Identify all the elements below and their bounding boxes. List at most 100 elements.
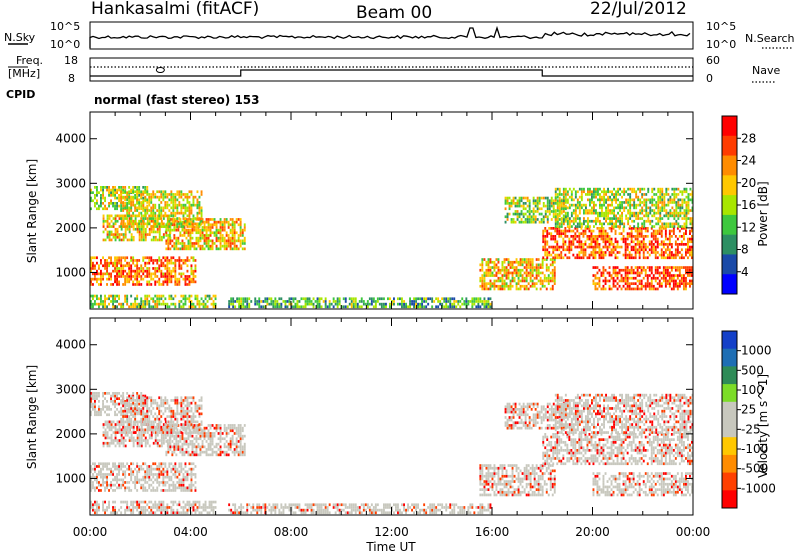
heat-cell bbox=[112, 400, 114, 403]
heat-cell bbox=[173, 429, 176, 433]
heat-cell bbox=[661, 201, 664, 204]
heat-cell bbox=[654, 237, 657, 241]
heat-cell bbox=[110, 441, 113, 445]
heat-cell bbox=[447, 300, 450, 303]
heat-cell bbox=[594, 256, 597, 260]
heat-cell bbox=[556, 195, 559, 199]
heat-cell bbox=[189, 242, 192, 245]
heat-cell bbox=[170, 256, 173, 260]
heat-cell bbox=[518, 199, 521, 203]
heat-cell bbox=[197, 239, 200, 243]
heat-cell bbox=[170, 280, 173, 284]
heat-cell bbox=[556, 245, 559, 249]
heat-cell bbox=[360, 297, 363, 301]
heat-cell bbox=[435, 297, 438, 301]
heat-cell bbox=[178, 222, 181, 226]
heat-cell bbox=[680, 266, 683, 269]
heat-cell bbox=[656, 245, 659, 249]
heat-cell bbox=[205, 226, 208, 229]
heat-cell bbox=[691, 198, 694, 202]
heat-cell bbox=[94, 194, 96, 197]
heat-cell bbox=[154, 294, 157, 298]
heat-cell bbox=[150, 206, 153, 210]
heat-cell bbox=[177, 220, 180, 224]
heat-cell bbox=[126, 195, 129, 199]
heat-cell bbox=[570, 190, 573, 194]
heat-cell bbox=[118, 186, 120, 189]
heat-cell bbox=[138, 402, 141, 406]
heat-cell bbox=[197, 244, 200, 248]
heat-cell bbox=[485, 282, 488, 285]
heat-cell bbox=[175, 223, 178, 227]
heat-cell bbox=[358, 300, 361, 303]
heat-cell bbox=[673, 217, 676, 220]
heat-cell bbox=[248, 302, 251, 306]
heat-cell bbox=[219, 218, 222, 221]
heat-cell bbox=[680, 227, 683, 230]
heat-cell bbox=[243, 236, 246, 240]
heat-cell bbox=[120, 238, 123, 242]
heat-cell bbox=[110, 394, 112, 398]
heat-cell bbox=[477, 305, 480, 309]
heat-cell bbox=[114, 465, 116, 468]
heat-cell bbox=[134, 277, 137, 281]
heat-cell bbox=[634, 251, 637, 254]
heat-cell bbox=[580, 248, 583, 252]
heat-cell bbox=[98, 483, 100, 487]
heat-cell bbox=[640, 240, 643, 244]
heat-cell bbox=[630, 287, 633, 291]
heat-cell bbox=[217, 220, 220, 224]
heat-cell bbox=[600, 235, 603, 238]
heat-cell bbox=[90, 280, 92, 284]
heat-cell bbox=[156, 486, 159, 490]
heat-cell bbox=[110, 214, 113, 218]
heat-cell bbox=[675, 201, 678, 204]
heat-cell bbox=[552, 256, 555, 260]
heat-cell bbox=[534, 199, 537, 203]
heat-cell bbox=[553, 276, 556, 280]
heat-cell bbox=[108, 294, 110, 298]
heat-cell bbox=[148, 227, 151, 231]
heat-cell bbox=[238, 297, 241, 301]
heat-cell bbox=[521, 268, 524, 272]
heat-cell bbox=[542, 232, 545, 235]
heat-cell bbox=[516, 204, 519, 208]
heat-cell bbox=[666, 237, 669, 241]
heat-cell bbox=[116, 227, 119, 231]
heat-cell bbox=[204, 305, 207, 309]
heat-cell bbox=[519, 263, 522, 267]
heat-cell bbox=[124, 439, 127, 442]
heat-cell bbox=[167, 429, 170, 433]
heat-cell bbox=[624, 274, 627, 277]
heat-cell bbox=[516, 212, 519, 216]
heat-cell bbox=[509, 263, 512, 267]
heat-cell bbox=[562, 195, 565, 199]
heat-cell bbox=[100, 280, 102, 284]
heat-cell bbox=[114, 475, 116, 479]
heat-cell bbox=[634, 256, 637, 260]
heat-cell bbox=[188, 217, 191, 220]
heat-cell bbox=[160, 201, 163, 204]
heat-cell bbox=[170, 222, 173, 226]
heat-cell bbox=[650, 245, 653, 249]
heat-cell bbox=[660, 276, 663, 280]
heat-cell bbox=[188, 219, 191, 223]
heat-cell bbox=[471, 305, 474, 309]
heat-cell bbox=[511, 260, 514, 264]
cpid-label: CPID bbox=[6, 88, 35, 101]
heat-cell bbox=[217, 236, 220, 240]
heat-cell bbox=[437, 300, 440, 303]
heat-cell bbox=[655, 211, 658, 215]
heat-cell bbox=[98, 392, 100, 395]
heat-cell bbox=[582, 232, 585, 235]
heat-cell bbox=[334, 300, 337, 303]
heat-cell bbox=[619, 187, 621, 191]
heat-cell bbox=[140, 302, 143, 306]
heat-cell bbox=[104, 397, 106, 400]
heat-cell bbox=[90, 467, 92, 471]
heat-cell bbox=[144, 305, 147, 309]
heat-cell bbox=[128, 219, 131, 223]
heat-cell bbox=[188, 305, 191, 309]
heat-cell bbox=[615, 190, 617, 194]
heat-cell bbox=[173, 228, 176, 232]
